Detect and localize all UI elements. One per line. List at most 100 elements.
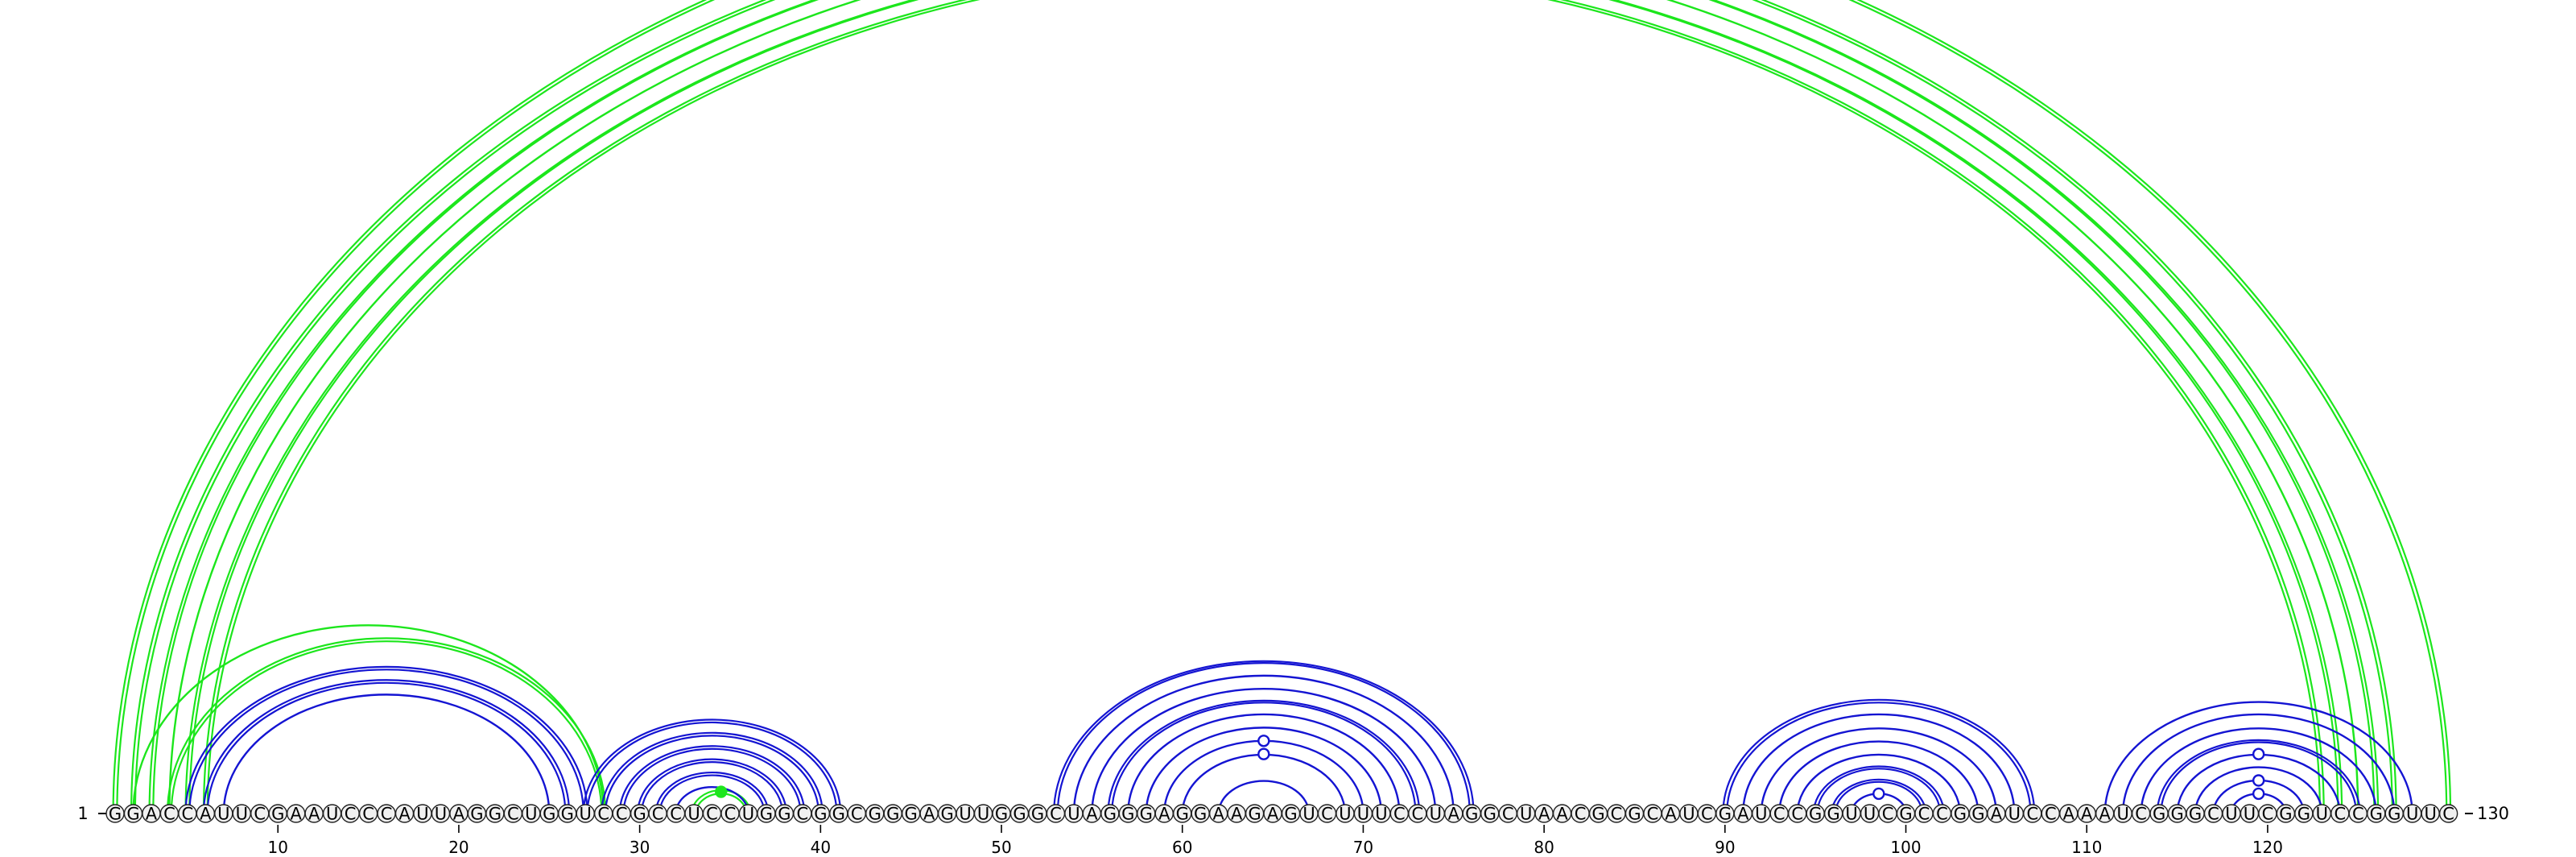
upper-arcs <box>112 0 2452 814</box>
upper-arc-3-126-inner <box>152 0 2376 814</box>
lower-arc-6-26-outer <box>202 679 571 814</box>
tick-label-120: 120 <box>2252 838 2283 857</box>
base-129-label: U <box>2424 805 2436 824</box>
base-24-label: U <box>525 805 537 824</box>
base-86-label: C <box>1647 805 1659 824</box>
upper-arc-6-123-outer <box>202 0 2325 814</box>
upper-arc-1-130-inner <box>116 0 2448 814</box>
lower-arc-28-40-outer <box>601 731 824 814</box>
pair-marker-2 <box>715 785 728 798</box>
base-33-label: U <box>687 805 700 824</box>
base-32-label: C <box>670 805 682 824</box>
pair-marker-6 <box>2252 747 2265 760</box>
lower-arc-32-36 <box>675 785 749 814</box>
lower-arc-116-123 <box>2194 766 2323 814</box>
base-92-label: U <box>1755 805 1767 824</box>
lower-arc-54-75 <box>1072 674 1455 814</box>
lower-arc-114-125-inner <box>2160 741 2357 814</box>
upper-arc-6-123-inner <box>206 0 2322 814</box>
base-115-label: G <box>2170 805 2183 824</box>
base-99-label: C <box>1882 805 1894 824</box>
lower-arc-95-102-inner <box>1816 768 1942 814</box>
lower-arc-31-37-outer <box>654 771 770 814</box>
base-64-label: G <box>1248 805 1261 824</box>
base-121-label: G <box>2279 805 2292 824</box>
pair-markers <box>715 735 2265 801</box>
base-130-label: C <box>2442 805 2454 824</box>
base-110-label: A <box>2081 805 2093 824</box>
tick-label-40: 40 <box>811 838 831 857</box>
upper-arc-2-127-inner <box>134 0 2393 814</box>
upper-arc-5-124-outer <box>184 0 2343 814</box>
base-11-label: A <box>291 805 303 824</box>
base-61-label: G <box>1194 805 1207 824</box>
base-52-label: G <box>1031 805 1044 824</box>
base-55-label: A <box>1086 805 1098 824</box>
pair-marker-4 <box>1257 747 1270 760</box>
lower-arcs <box>184 660 2413 814</box>
base-21-label: G <box>470 805 483 824</box>
base-54-label: U <box>1067 805 1080 824</box>
base-17-label: A <box>398 805 411 824</box>
tick-label-100: 100 <box>1890 838 1921 857</box>
lower-arc-56-73-inner <box>1111 702 1417 814</box>
base-95-label: G <box>1809 805 1822 824</box>
base-89-label: C <box>1701 805 1713 824</box>
base-4-label: C <box>163 805 175 824</box>
base-23-label: C <box>507 805 519 824</box>
base-98-label: U <box>1864 805 1876 824</box>
base-31-label: C <box>652 805 664 824</box>
base-13-label: U <box>326 805 338 824</box>
upper-arc-4-125 <box>168 0 2359 814</box>
lower-arc-114-125-outer <box>2156 739 2361 814</box>
base-18-label: U <box>416 805 428 824</box>
base-57-label: G <box>1121 805 1134 824</box>
base-107-label: C <box>2026 805 2038 824</box>
tick-label-110: 110 <box>2071 838 2102 857</box>
base-71-label: U <box>1375 805 1387 824</box>
base-51-label: G <box>1013 805 1026 824</box>
base-9-label: C <box>254 805 266 824</box>
upper-arc-3-126-outer <box>148 0 2380 814</box>
lower-arc-5-27-inner <box>188 669 584 814</box>
base-58-label: G <box>1140 805 1153 824</box>
lower-arc-30-38-outer <box>637 758 787 814</box>
base-106-label: U <box>2008 805 2021 824</box>
lower-arc-57-72 <box>1127 713 1401 814</box>
base-117-label: C <box>2207 805 2219 824</box>
upper-arc-4-28-inner <box>170 640 603 814</box>
tick-label-30: 30 <box>630 838 650 857</box>
tick-label-10: 10 <box>268 838 288 857</box>
base-124-label: C <box>2334 805 2346 824</box>
upper-arc-4-28-outer <box>166 637 607 814</box>
base-75-label: A <box>1448 805 1460 824</box>
base-112-label: U <box>2116 805 2128 824</box>
lower-arc-95-102-outer <box>1812 765 1945 814</box>
base-120-label: C <box>2262 805 2274 824</box>
base-81-label: A <box>1556 805 1568 824</box>
base-74-label: U <box>1430 805 1442 824</box>
base-72-label: C <box>1393 805 1406 824</box>
base-34-label: C <box>706 805 718 824</box>
lower-arc-53-76-inner <box>1056 662 1471 814</box>
base-27-label: U <box>580 805 592 824</box>
base-42-label: C <box>851 805 863 824</box>
base-122-label: G <box>2297 805 2310 824</box>
base-10-label: G <box>271 805 284 824</box>
base-68-label: C <box>1321 805 1333 824</box>
base-114-label: G <box>2153 805 2165 824</box>
upper-arc-2-127-outer <box>130 0 2397 814</box>
base-128-label: U <box>2406 805 2418 824</box>
tick-label-70: 70 <box>1353 838 1373 857</box>
pair-marker-8 <box>2252 787 2265 801</box>
base-105-label: A <box>1991 805 2003 824</box>
base-100-label: G <box>1899 805 1912 824</box>
base-19-label: U <box>435 805 447 824</box>
base-8-label: U <box>236 805 248 824</box>
base-6-label: A <box>200 805 212 824</box>
base-116-label: G <box>2189 805 2202 824</box>
base-84-label: C <box>1611 805 1623 824</box>
lower-arc-30-38-inner <box>640 761 784 814</box>
base-93-label: C <box>1773 805 1785 824</box>
